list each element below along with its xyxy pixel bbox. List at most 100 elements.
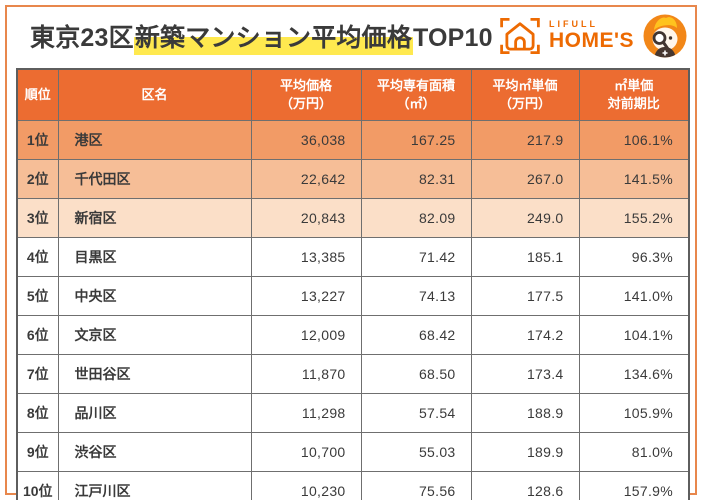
- price-cell: 10,230: [250, 471, 362, 500]
- header-label-unit: 対前期比: [607, 96, 660, 111]
- table-row-1: 1位 港区 36,038 167.25 217.9 106.1%: [16, 120, 690, 160]
- ward-cell: 新宿区: [57, 198, 252, 238]
- table-row-7: 7位 世田谷区 11,870 68.50 173.4 134.6%: [16, 354, 690, 394]
- table-row-6: 6位 文京区 12,009 68.42 174.2 104.1%: [16, 315, 690, 355]
- col-header-ward: 区名: [57, 68, 252, 121]
- price-cell: 11,870: [250, 354, 362, 394]
- unit-price-cell: 188.9: [470, 393, 580, 433]
- area-cell: 57.54: [360, 393, 472, 433]
- ward-cell: 渋谷区: [57, 432, 252, 472]
- brand-lifull-label: LIFULL: [548, 19, 598, 30]
- ranking-table: 順位 区名 平均価格 （万円） 平均専有面積 （㎡） 平均㎡単価 （万円） ㎡単価対前…: [16, 68, 690, 500]
- header-label: 順位: [24, 87, 51, 103]
- title-prefix: 東京23区: [30, 24, 134, 52]
- price-cell: 22,642: [250, 159, 362, 199]
- col-header-yoy: ㎡単価 対前期比: [578, 68, 690, 121]
- house-viewfinder-icon: [500, 17, 540, 55]
- unit-price-cell: 185.1: [470, 237, 580, 277]
- header-label: 平均専有面積: [376, 78, 455, 94]
- yoy-cell: 157.9%: [578, 471, 690, 500]
- table-row-3: 3位 新宿区 20,843 82.09 249.0 155.2%: [16, 198, 690, 238]
- unit-price-cell: 217.9: [470, 120, 580, 160]
- table-header-row: 順位 区名 平均価格 （万円） 平均専有面積 （㎡） 平均㎡単価 （万円） ㎡単価対前…: [16, 68, 690, 121]
- header-label-unit: （万円）: [279, 96, 332, 111]
- yoy-cell: 155.2%: [578, 198, 690, 238]
- unit-price-cell: 128.6: [470, 471, 580, 500]
- yoy-cell: 106.1%: [578, 120, 690, 160]
- homes-kun-mascot-icon: [643, 14, 687, 58]
- logo-wordmark: LIFULL HOME'S: [548, 19, 634, 52]
- table-row-8: 8位 品川区 11,298 57.54 188.9 105.9%: [16, 393, 690, 433]
- table-row-4: 4位 目黒区 13,385 71.42 185.1 96.3%: [16, 237, 690, 277]
- rank-cell: 4位: [16, 237, 59, 277]
- ward-cell: 千代田区: [57, 159, 252, 199]
- header-label-unit: （㎡）: [396, 96, 436, 111]
- yoy-cell: 96.3%: [578, 237, 690, 277]
- rank-cell: 6位: [16, 315, 59, 355]
- title-suffix: TOP10: [413, 24, 493, 52]
- table-row-10: 10位 江戸川区 10,230 75.56 128.6 157.9%: [16, 471, 690, 500]
- rank-cell: 8位: [16, 393, 59, 433]
- header-label-unit: （万円）: [498, 96, 551, 111]
- rank-cell: 5位: [16, 276, 59, 316]
- header-label: 平均価格: [279, 78, 332, 94]
- yoy-cell: 141.0%: [578, 276, 690, 316]
- price-cell: 10,700: [250, 432, 362, 472]
- price-cell: 11,298: [250, 393, 362, 433]
- header-label: 平均㎡単価: [492, 78, 558, 94]
- brand-homes-label: HOME'S: [548, 28, 634, 52]
- yoy-cell: 81.0%: [578, 432, 690, 472]
- unit-price-cell: 249.0: [470, 198, 580, 238]
- area-cell: 71.42: [360, 237, 472, 277]
- area-cell: 167.25: [360, 120, 472, 160]
- area-cell: 82.09: [360, 198, 472, 238]
- col-header-price: 平均価格 （万円）: [250, 68, 362, 121]
- yoy-cell: 134.6%: [578, 354, 690, 394]
- rank-cell: 1位: [16, 120, 59, 160]
- col-header-rank: 順位: [16, 68, 59, 121]
- table-row-9: 9位 渋谷区 10,700 55.03 189.9 81.0%: [16, 432, 690, 472]
- rank-cell: 3位: [16, 198, 59, 238]
- unit-price-cell: 189.9: [470, 432, 580, 472]
- rank-cell: 9位: [16, 432, 59, 472]
- yoy-cell: 141.5%: [578, 159, 690, 199]
- unit-price-cell: 173.4: [470, 354, 580, 394]
- price-cell: 13,385: [250, 237, 362, 277]
- area-cell: 68.50: [360, 354, 472, 394]
- header-label: ㎡単価: [614, 78, 654, 94]
- ward-cell: 港区: [57, 120, 252, 160]
- price-cell: 36,038: [250, 120, 362, 160]
- table-row-2: 2位 千代田区 22,642 82.31 267.0 141.5%: [16, 159, 690, 199]
- page-title: 東京23区新築マンション平均価格TOP10: [30, 18, 493, 55]
- unit-price-cell: 174.2: [470, 315, 580, 355]
- header: 東京23区新築マンション平均価格TOP10 LIFULL HOME'S: [30, 12, 688, 60]
- table-row-5: 5位 中央区 13,227 74.13 177.5 141.0%: [16, 276, 690, 316]
- col-header-unit-price: 平均㎡単価 （万円）: [470, 68, 580, 121]
- area-cell: 74.13: [360, 276, 472, 316]
- area-cell: 55.03: [360, 432, 472, 472]
- lifull-homes-logo: LIFULL HOME'S: [499, 13, 688, 59]
- header-label: 区名: [141, 87, 168, 103]
- yoy-cell: 105.9%: [578, 393, 690, 433]
- price-cell: 20,843: [250, 198, 362, 238]
- unit-price-cell: 177.5: [470, 276, 580, 316]
- rank-cell: 2位: [16, 159, 59, 199]
- rank-cell: 10位: [16, 471, 59, 500]
- unit-price-cell: 267.0: [470, 159, 580, 199]
- col-header-area: 平均専有面積 （㎡）: [360, 68, 472, 121]
- area-cell: 68.42: [360, 315, 472, 355]
- price-cell: 12,009: [250, 315, 362, 355]
- title-highlight: 新築マンション平均価格: [133, 24, 414, 55]
- area-cell: 75.56: [360, 471, 472, 500]
- ward-cell: 文京区: [57, 315, 252, 355]
- rank-cell: 7位: [16, 354, 59, 394]
- price-cell: 13,227: [250, 276, 362, 316]
- ward-cell: 目黒区: [57, 237, 252, 277]
- ward-cell: 品川区: [57, 393, 252, 433]
- ward-cell: 江戸川区: [57, 471, 252, 500]
- area-cell: 82.31: [360, 159, 472, 199]
- ward-cell: 中央区: [57, 276, 252, 316]
- yoy-cell: 104.1%: [578, 315, 690, 355]
- ward-cell: 世田谷区: [57, 354, 252, 394]
